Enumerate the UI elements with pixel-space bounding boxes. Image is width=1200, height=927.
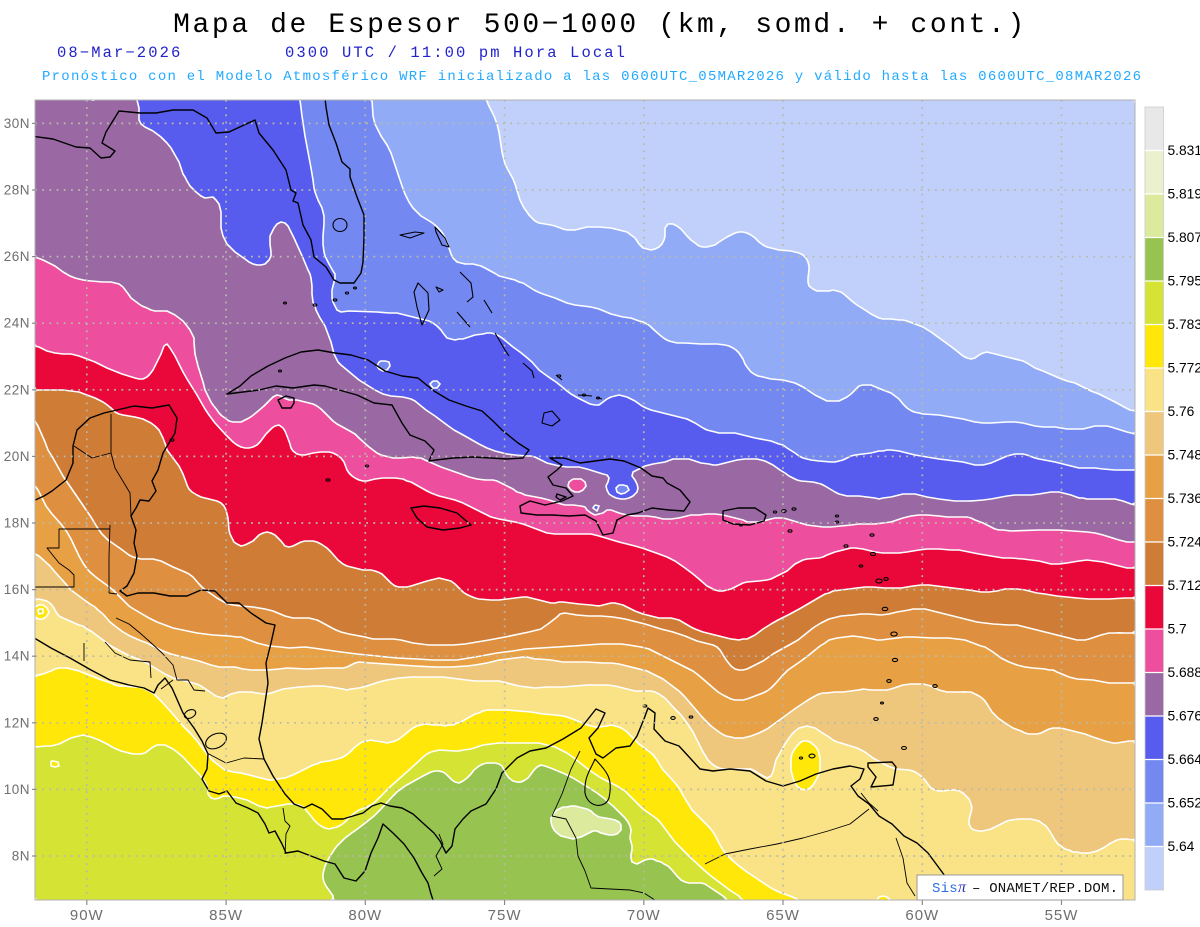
svg-text:5.748: 5.748 bbox=[1168, 448, 1200, 463]
svg-text:5.819: 5.819 bbox=[1168, 187, 1200, 202]
svg-text:5.676: 5.676 bbox=[1168, 709, 1200, 724]
svg-text:16N: 16N bbox=[4, 582, 30, 597]
svg-text:π: π bbox=[958, 879, 967, 896]
svg-text:Sis: Sis bbox=[932, 881, 958, 897]
svg-text:5.795: 5.795 bbox=[1168, 274, 1200, 289]
svg-text:60W: 60W bbox=[905, 907, 939, 924]
svg-text:75W: 75W bbox=[488, 907, 522, 924]
svg-text:8N: 8N bbox=[12, 849, 30, 864]
svg-text:12N: 12N bbox=[4, 715, 30, 730]
svg-text:18N: 18N bbox=[4, 516, 30, 531]
svg-text:65W: 65W bbox=[766, 907, 800, 924]
svg-text:26N: 26N bbox=[4, 249, 30, 264]
svg-text:20N: 20N bbox=[4, 449, 30, 464]
svg-text:5.688: 5.688 bbox=[1168, 665, 1200, 680]
svg-text:5.807: 5.807 bbox=[1168, 230, 1200, 245]
svg-text:85W: 85W bbox=[209, 907, 243, 924]
svg-text:30N: 30N bbox=[4, 116, 30, 131]
svg-text:5.736: 5.736 bbox=[1168, 491, 1200, 506]
svg-text:5.664: 5.664 bbox=[1168, 752, 1200, 767]
svg-text:90W: 90W bbox=[70, 907, 104, 924]
svg-text:80W: 80W bbox=[348, 907, 382, 924]
svg-text:5.652: 5.652 bbox=[1168, 796, 1200, 811]
svg-text:5.7: 5.7 bbox=[1168, 622, 1187, 637]
svg-text:24N: 24N bbox=[4, 316, 30, 331]
svg-text:14N: 14N bbox=[4, 649, 30, 664]
svg-text:08−Mar−2026: 08−Mar−2026 bbox=[57, 44, 182, 62]
svg-text:– ONAMET/REP.DOM.: – ONAMET/REP.DOM. bbox=[972, 881, 1118, 897]
svg-text:22N: 22N bbox=[4, 382, 30, 397]
svg-text:5.831: 5.831 bbox=[1168, 143, 1200, 158]
svg-text:5.64: 5.64 bbox=[1168, 839, 1195, 854]
svg-text:5.76: 5.76 bbox=[1168, 404, 1195, 419]
svg-text:Pronóstico con el Modelo Atmos: Pronóstico con el Modelo Atmosférico WRF… bbox=[42, 69, 1142, 85]
svg-text:5.772: 5.772 bbox=[1168, 361, 1200, 376]
svg-text:70W: 70W bbox=[627, 907, 661, 924]
svg-text:10N: 10N bbox=[4, 782, 30, 797]
svg-text:5.712: 5.712 bbox=[1168, 578, 1200, 593]
svg-text:0300 UTC / 11:00 pm Hora Local: 0300 UTC / 11:00 pm Hora Local bbox=[285, 44, 627, 62]
svg-text:5.724: 5.724 bbox=[1168, 535, 1200, 550]
svg-text:5.783: 5.783 bbox=[1168, 317, 1200, 332]
svg-text:Mapa de Espesor 500−1000 (km,: Mapa de Espesor 500−1000 (km, somd. + co… bbox=[173, 10, 1027, 41]
svg-text:55W: 55W bbox=[1045, 907, 1079, 924]
svg-text:28N: 28N bbox=[4, 183, 30, 198]
